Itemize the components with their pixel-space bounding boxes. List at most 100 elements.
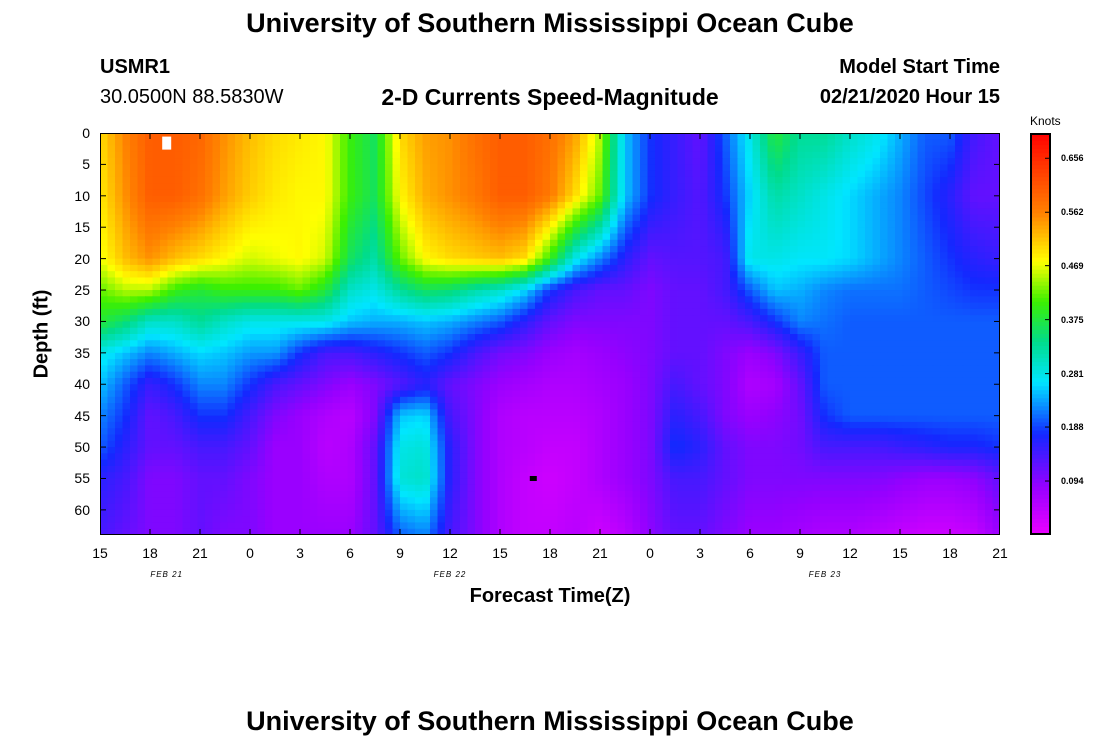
heatmap-cell xyxy=(977,352,986,360)
heatmap-cell xyxy=(925,271,934,279)
heatmap-cell xyxy=(692,340,701,348)
heatmap-cell xyxy=(685,202,694,209)
heatmap-cell xyxy=(572,308,581,316)
heatmap-cell xyxy=(955,308,964,316)
heatmap-cell xyxy=(947,214,956,222)
heatmap-cell xyxy=(617,384,626,392)
heatmap-cell xyxy=(760,176,769,184)
heatmap-cell xyxy=(415,271,424,279)
heatmap-cell xyxy=(452,371,461,379)
heatmap-cell xyxy=(565,246,574,253)
heatmap-cell xyxy=(355,352,364,360)
heatmap-cell xyxy=(257,334,266,341)
heatmap-cell xyxy=(932,151,941,159)
heatmap-cell xyxy=(430,258,439,266)
heatmap-cell xyxy=(587,334,596,341)
heatmap-cell xyxy=(362,283,371,291)
heatmap-cell xyxy=(400,327,409,335)
heatmap-cell xyxy=(392,208,401,216)
heatmap-cell xyxy=(842,252,851,260)
heatmap-cell xyxy=(850,220,859,228)
heatmap-cell xyxy=(692,271,701,279)
heatmap-cell xyxy=(310,164,319,172)
heatmap-cell xyxy=(805,252,814,260)
heatmap-cell xyxy=(107,214,116,222)
heatmap-cell xyxy=(527,315,536,323)
heatmap-cell xyxy=(782,246,791,253)
heatmap-cell xyxy=(542,359,551,367)
heatmap-cell xyxy=(115,277,124,285)
heatmap-cell xyxy=(565,158,574,166)
heatmap-cell xyxy=(760,183,769,191)
heatmap-cell xyxy=(355,164,364,172)
heatmap-cell xyxy=(235,145,244,153)
heatmap-cell xyxy=(992,151,1000,159)
heatmap-cell xyxy=(610,296,619,304)
heatmap-cell xyxy=(460,290,469,297)
heatmap-cell xyxy=(610,340,619,348)
heatmap-cell xyxy=(595,170,604,178)
heatmap-cell xyxy=(520,145,529,153)
heatmap-cell xyxy=(610,158,619,166)
heatmap-cell xyxy=(332,164,341,172)
heatmap-cell xyxy=(182,246,191,253)
heatmap-cell xyxy=(685,258,694,266)
heatmap-cell xyxy=(857,139,866,147)
heatmap-cell xyxy=(737,283,746,291)
heatmap-cell xyxy=(227,158,236,166)
heatmap-cell xyxy=(805,195,814,203)
heatmap-cell xyxy=(745,334,754,341)
heatmap-cell xyxy=(700,233,709,241)
heatmap-cell xyxy=(362,277,371,285)
heatmap-cell xyxy=(760,239,769,247)
heatmap-cell xyxy=(452,164,461,172)
heatmap-cell xyxy=(197,151,206,159)
heatmap-cell xyxy=(872,139,881,147)
chart-subtitle: 2-D Currents Speed-Magnitude xyxy=(381,84,719,110)
heatmap-cell xyxy=(460,315,469,323)
heatmap-cell xyxy=(332,133,341,140)
heatmap-cell xyxy=(872,359,881,367)
heatmap-cell xyxy=(790,321,799,329)
heatmap-cell xyxy=(685,308,694,316)
heatmap-cell xyxy=(212,264,221,272)
heatmap-cell xyxy=(760,264,769,272)
heatmap-cell xyxy=(655,133,664,140)
heatmap-cell xyxy=(685,340,694,348)
heatmap-cell xyxy=(625,371,634,379)
heatmap-cell xyxy=(452,139,461,147)
heatmap-cell xyxy=(467,352,476,360)
heatmap-cell xyxy=(370,233,379,241)
heatmap-cell xyxy=(572,170,581,178)
heatmap-cell xyxy=(797,359,806,367)
heatmap-cell xyxy=(587,315,596,323)
heatmap-cell xyxy=(715,151,724,159)
heatmap-cell xyxy=(392,158,401,166)
heatmap-cell xyxy=(655,340,664,348)
heatmap-cell xyxy=(970,220,979,228)
heatmap-cell xyxy=(377,384,386,392)
heatmap-cell xyxy=(460,384,469,392)
heatmap-cell xyxy=(310,258,319,266)
heatmap-cell xyxy=(422,164,431,172)
heatmap-cell xyxy=(505,246,514,253)
heatmap-cell xyxy=(602,176,611,184)
heatmap-cell xyxy=(662,308,671,316)
heatmap-cell xyxy=(595,334,604,341)
heatmap-cell xyxy=(970,252,979,260)
heatmap-cell xyxy=(377,176,386,184)
heatmap-cell xyxy=(925,283,934,291)
heatmap-cell xyxy=(145,346,154,354)
heatmap-cell xyxy=(872,271,881,279)
heatmap-cell xyxy=(107,327,116,335)
heatmap-cell xyxy=(775,340,784,348)
heatmap-cell xyxy=(745,139,754,147)
heatmap-cell xyxy=(265,164,274,172)
heatmap-cell xyxy=(137,315,146,323)
heatmap-cell xyxy=(205,145,214,153)
heatmap-cell xyxy=(962,334,971,341)
heatmap-cell xyxy=(632,176,641,184)
heatmap-cell xyxy=(865,214,874,222)
heatmap-cell xyxy=(655,252,664,260)
heatmap-cell xyxy=(707,133,716,140)
